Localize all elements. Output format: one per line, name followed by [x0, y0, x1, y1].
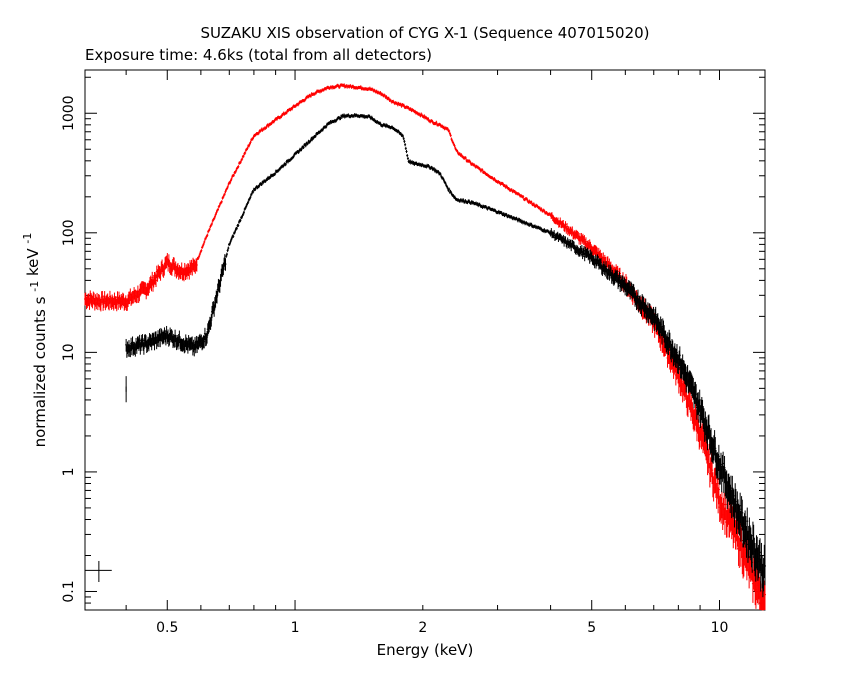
y-axis-label-sup2: -1 [21, 233, 34, 244]
series-0 [84, 83, 766, 611]
y-axis-label: normalized counts s -1 keV -1 [21, 233, 49, 448]
y-axis-label-sup1: -1 [28, 281, 41, 292]
x-tick-label: 0.5 [156, 620, 178, 636]
plot-frame [84, 69, 766, 611]
x-tick-label: 5 [587, 620, 596, 636]
y-axis-label-main: normalized counts s [31, 296, 49, 447]
chart-subtitle: Exposure time: 4.6ks (total from all det… [85, 46, 432, 64]
chart-title: SUZAKU XIS observation of CYG X-1 (Seque… [200, 24, 649, 42]
y-tick-label: 1 [61, 467, 77, 476]
x-axis-ticks: 0.5 1 2 5 10 [125, 70, 729, 636]
y-axis-label-unit: keV [24, 248, 42, 276]
y-tick-label: 1000 [61, 95, 77, 131]
series-layer [84, 83, 766, 611]
y-tick-label: 0.1 [61, 580, 77, 602]
x-axis-label: Energy (keV) [377, 641, 474, 659]
x-tick-label: 1 [291, 620, 300, 636]
legend-marker-layer [85, 560, 112, 583]
y-tick-label: 10 [61, 343, 77, 361]
x-tick-label: 10 [711, 620, 729, 636]
y-axis-ticks: 0.1 1 10 100 1000 [61, 76, 765, 611]
x-tick-label: 2 [418, 620, 427, 636]
series-1 [125, 113, 766, 598]
y-tick-label: 100 [61, 219, 77, 246]
